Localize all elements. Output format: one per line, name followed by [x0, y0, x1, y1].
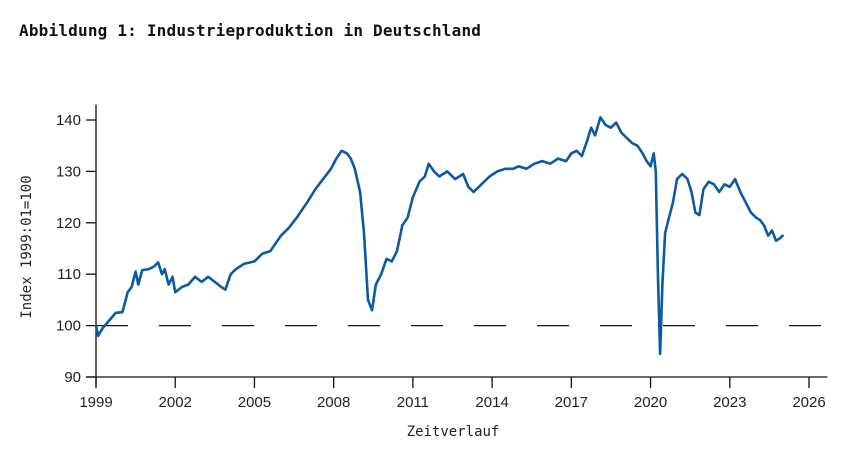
- x-tick-label: 2014: [475, 394, 508, 411]
- y-tick-label: 110: [57, 266, 81, 283]
- x-axis-title: Zeitverlauf: [407, 424, 500, 440]
- x-tick-label: 2005: [238, 394, 271, 411]
- y-tick-label: 100: [56, 318, 81, 335]
- x-tick-label: 2020: [634, 394, 667, 411]
- x-axis: 1999 2002 2005 2008 2011 2014 2017 2020 2023 2026: [79, 376, 828, 411]
- x-tick-label: 1999: [79, 394, 112, 411]
- x-tick-label: 2008: [317, 394, 350, 411]
- series-line: [94, 116, 784, 356]
- x-tick-label: 2023: [713, 394, 746, 411]
- y-tick-label: 130: [56, 163, 81, 180]
- y-tick-label: 90: [64, 369, 81, 386]
- x-tick-label: 2002: [159, 394, 192, 411]
- y-tick-label: 140: [56, 112, 81, 129]
- x-tick-label: 2011: [397, 394, 429, 411]
- series-group: [94, 116, 784, 356]
- chart-title: Abbildung 1: Industrieproduktion in Deut…: [19, 21, 482, 40]
- y-tick-label: 120: [56, 215, 81, 232]
- x-tick-label: 2026: [792, 394, 825, 411]
- y-axis: 90 100 110 120 130 140: [56, 104, 97, 387]
- x-tick-label: 2017: [555, 394, 588, 411]
- y-axis-title: Index 1999:01=100: [19, 175, 35, 318]
